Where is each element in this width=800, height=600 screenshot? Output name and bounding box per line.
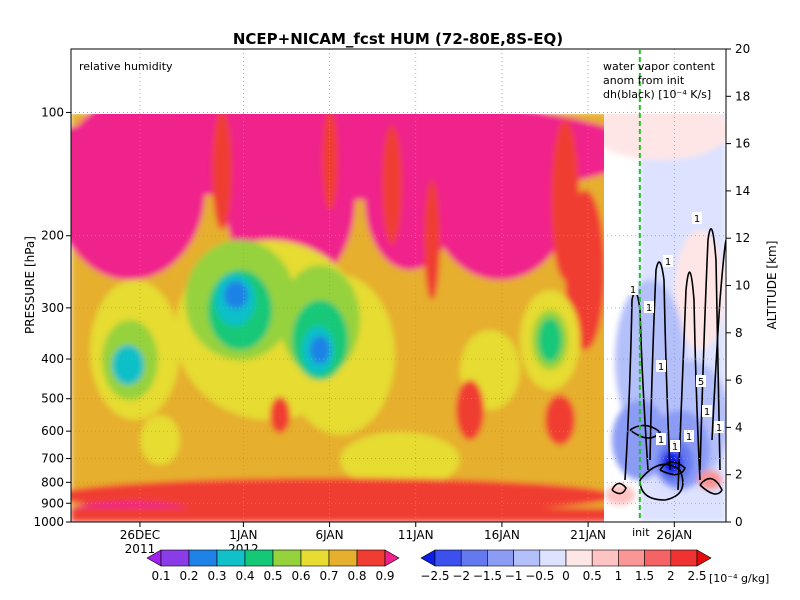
colorbar-level-label: −0.5: [525, 569, 554, 583]
altitude-tick-label: 16: [735, 137, 750, 151]
colorbar-level-label: 0.2: [179, 569, 198, 583]
colorbar-level-label: 1: [615, 569, 623, 583]
init-marker-label: init: [632, 526, 650, 539]
colorbar-swatch: [420, 549, 436, 567]
colorbar-level-label: 0.5: [263, 569, 282, 583]
colorbar-level-label: −1.5: [473, 569, 502, 583]
contour-label: 1: [646, 303, 652, 314]
colorbar-swatch: [670, 549, 698, 567]
colorbar-level-label: 0: [562, 569, 570, 583]
pressure-axis-label: PRESSURE [hPa]: [23, 236, 37, 334]
colorbar-swatch: [434, 549, 462, 567]
contour-label: 1: [665, 257, 671, 268]
colorbar-swatch: [244, 549, 274, 567]
humidity-colorbar: 0.1 0.2 0.3 0.4 0.5 0.6 0.7 0.8 0.9: [146, 549, 400, 583]
altitude-tick-label: 10: [735, 279, 750, 293]
pressure-tick-label: 700: [41, 452, 64, 466]
altitude-tick-label: 18: [735, 89, 750, 103]
colorbar-swatch: [565, 549, 593, 567]
colorbar-swatch: [216, 549, 246, 567]
pressure-tick-label: 300: [41, 301, 64, 315]
colorbar-swatch: [188, 549, 218, 567]
colorbar-swatch: [384, 549, 400, 567]
colorbar-swatch: [513, 549, 541, 567]
right-panel-label-line-3: dh(black) [10⁻⁴ K/s]: [603, 88, 711, 101]
colorbar-level-label: 0.3: [207, 569, 226, 583]
contour-label: 1: [716, 423, 722, 434]
colorbar-level-label: 0.4: [235, 569, 254, 583]
colorbar-swatch: [300, 549, 330, 567]
time-tick-label: 16JAN: [484, 528, 520, 542]
colorbar-swatch: [487, 549, 514, 567]
altitude-tick-label: 14: [735, 184, 750, 198]
altitude-axis: 0 2 4 6 8 10 12 14 16 18 20: [726, 42, 750, 529]
time-tick-label: 1JAN: [229, 528, 257, 542]
colorbar-swatch: [272, 549, 302, 567]
relative-humidity-field: [71, 114, 604, 522]
colorbar-swatch: [356, 549, 386, 567]
colorbar-swatch: [160, 549, 190, 567]
altitude-axis-label: ALTITUDE [km]: [765, 241, 779, 330]
time-tick-label: 6JAN: [315, 528, 343, 542]
altitude-tick-label: 6: [735, 373, 743, 387]
colorbar-level-label: −1: [505, 569, 523, 583]
colorbar-level-label: 0.5: [583, 569, 602, 583]
colorbar-level-label: 0.6: [291, 569, 310, 583]
chart-title: NCEP+NICAM_fcst HUM (72-80E,8S-EQ): [233, 30, 563, 48]
pressure-tick-label: 600: [41, 424, 64, 438]
time-tick-label: 26DEC: [120, 528, 160, 542]
pressure-tick-label: 200: [41, 229, 64, 243]
altitude-tick-label: 8: [735, 326, 743, 340]
pressure-tick-label: 900: [41, 496, 64, 510]
colorbar-swatch: [696, 549, 712, 567]
colorbar-level-label: −2.5: [420, 569, 449, 583]
time-tick-label: 11JAN: [398, 528, 434, 542]
pressure-axis: 100 200 300 400 500 600 700 800 900 1000: [33, 105, 71, 529]
contour-label: 1: [658, 362, 664, 373]
altitude-tick-label: 2: [735, 468, 743, 482]
contour-label: 1: [704, 407, 710, 418]
colorbar-swatch: [328, 549, 358, 567]
right-panel-label-line-2: anom from init: [603, 74, 685, 87]
right-panel-label-line-1: water vapor content: [603, 60, 716, 73]
left-panel-label: relative humidity: [79, 60, 173, 73]
anomaly-colorbar-unit: [10⁻⁴ g/kg]: [709, 572, 769, 585]
contour-label: 1: [686, 432, 692, 443]
pressure-tick-label: 500: [41, 392, 64, 406]
contour-label: 5: [698, 377, 704, 388]
pressure-tick-label: 800: [41, 475, 64, 489]
time-tick-label: 26JAN: [656, 528, 692, 542]
contour-label: 1: [630, 285, 636, 296]
colorbar-swatch: [591, 549, 619, 567]
pressure-tick-label: 100: [41, 105, 64, 119]
anomaly-colorbar: −2.5 −2 −1.5 −1 −0.5 0 0.5 1 1.5 2 2.5: [420, 549, 712, 583]
grid-lines: [71, 49, 726, 523]
altitude-tick-label: 12: [735, 231, 750, 245]
altitude-tick-label: 20: [735, 42, 750, 56]
colorbar-level-label: 0.9: [375, 569, 394, 583]
colorbar-level-label: 2.5: [687, 569, 706, 583]
contour-label: 1: [658, 435, 664, 446]
colorbar-level-label: 0.8: [347, 569, 366, 583]
colorbar-swatch: [460, 549, 488, 567]
time-tick-sublabel: 2011: [125, 542, 156, 556]
colorbar-level-label: 2: [667, 569, 675, 583]
time-tick-label: 21JAN: [570, 528, 606, 542]
altitude-tick-label: 4: [735, 420, 743, 434]
colorbar-level-label: −2: [452, 569, 470, 583]
contour-label: 1: [694, 214, 700, 225]
colorbar-level-label: 1.5: [635, 569, 654, 583]
colorbar-swatch: [539, 549, 567, 567]
colorbar-level-label: 0.1: [151, 569, 170, 583]
colorbar-swatch: [644, 549, 672, 567]
pressure-tick-label: 1000: [33, 515, 64, 529]
pressure-tick-label: 400: [41, 352, 64, 366]
colorbar-level-label: 0.7: [319, 569, 338, 583]
colorbar-swatch: [618, 549, 645, 567]
contour-label: 1: [672, 442, 678, 453]
altitude-tick-label: 0: [735, 515, 743, 529]
